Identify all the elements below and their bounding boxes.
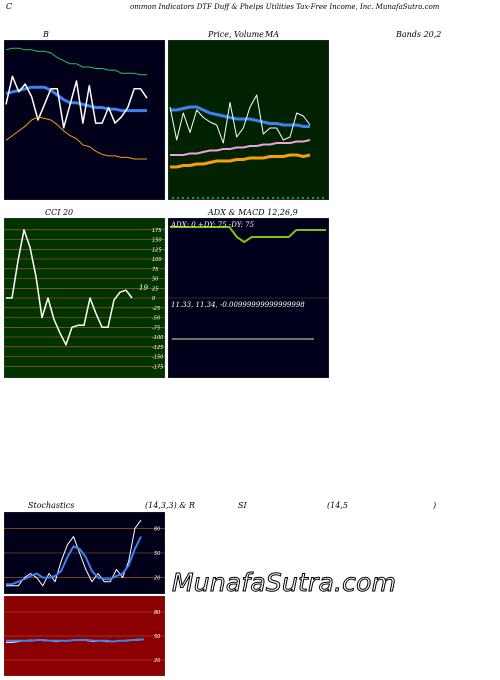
- stochastics-k-line: [6, 519, 142, 587]
- stoch-params-label: (14,3,3) & R: [145, 501, 195, 510]
- stoch-chart: 80 50 20: [4, 512, 165, 594]
- cci-tick-label: 100: [152, 257, 162, 263]
- price-ma-svg: [168, 40, 329, 200]
- adx-macd-label: ADX & MACD 12,26,9: [208, 208, 298, 217]
- bollinger-lower-line: [5, 116, 147, 160]
- cci-tick-label: 50: [152, 277, 158, 283]
- adx-bg: [168, 218, 329, 298]
- bollinger-svg: [4, 40, 165, 200]
- header-c: C: [6, 2, 13, 11]
- cci-chart: 175 150 125 100 75 50 25 0 -25 -50 -75 -100 -125 -150…: [4, 218, 165, 378]
- rsi-tick-label: 80: [154, 610, 160, 616]
- stoch-tick-label: 50: [154, 551, 160, 557]
- price-ma-chart: [168, 40, 329, 200]
- cci-tick-label: 150: [152, 238, 162, 244]
- price_volume_ma-ma_mid-line: [170, 139, 311, 156]
- rsi-params-label: (14,5: [327, 501, 348, 510]
- adx-svg: ADX: 0 +DY: 75 -DY: 75: [168, 218, 329, 298]
- cci-svg: 175 150 125 100 75 50 25 0 -25 -50 -75 -100 -125 -150…: [4, 218, 165, 378]
- bollinger-upper-line: [5, 47, 147, 76]
- stochastics-d-line: [6, 536, 142, 586]
- macd-readout: 11.33, 11.34, -0.00999999999999998: [171, 301, 305, 309]
- rsi-rsi_ma-line: [6, 638, 145, 643]
- cci-label: CCI 20: [45, 208, 74, 217]
- cci-tick-label: -75: [152, 325, 160, 331]
- stoch-label: Stochastics: [28, 501, 75, 510]
- cci-tick-label: -50: [152, 316, 160, 322]
- stoch-tick-label: 20: [154, 576, 160, 582]
- si-label: SI: [238, 501, 247, 510]
- bollinger-price-line: [5, 75, 148, 129]
- cci-tick-label: 75: [152, 267, 158, 273]
- bands-label: Bands 20,2: [396, 30, 442, 39]
- watermark: MunafaSutra.com: [171, 568, 397, 598]
- macd-bg: [168, 298, 329, 378]
- cci-tick-label: -150: [152, 355, 163, 361]
- adx-adx-line: [170, 226, 326, 243]
- cci-last-value: 19: [139, 284, 148, 292]
- rsi-tick-label: 20: [154, 658, 160, 664]
- adx-chart: ADX: 0 +DY: 75 -DY: 75: [168, 218, 329, 298]
- cci-tick-label: 125: [152, 247, 162, 253]
- price-label: Price,: [208, 30, 232, 39]
- cci-cci-line: [6, 229, 133, 346]
- adx-readout: ADX: 0 +DY: 75 -DY: 75: [170, 221, 255, 229]
- rsi-tick-label: 50: [154, 634, 160, 640]
- cci-tick-label: -100: [152, 335, 163, 341]
- macd-svg: 11.33, 11.34, -0.00999999999999998: [168, 298, 329, 378]
- bollinger-label: B: [43, 30, 49, 39]
- bollinger-bg: [4, 40, 165, 200]
- price_volume_ma-price-line: [169, 94, 311, 144]
- cci-tick-label: -175: [152, 364, 163, 370]
- cci-tick-label: -25: [152, 306, 160, 312]
- macd-chart: 11.33, 11.34, -0.00999999999999998: [168, 298, 329, 378]
- rsi-svg: 80 50 20: [4, 596, 165, 676]
- cci-tick-label: 175: [152, 228, 162, 234]
- cci-tick-label: 0: [152, 296, 155, 302]
- volume-label: Volume: [234, 30, 264, 39]
- close-paren-label: ): [433, 501, 437, 510]
- price_volume_ma-ma_short-line: [170, 105, 310, 128]
- price_volume_ma-ma_long-line: [170, 153, 311, 169]
- bollinger-chart: [4, 40, 165, 200]
- rsi-chart: 80 50 20: [4, 596, 165, 676]
- ma-label: MA: [265, 30, 279, 39]
- cci-tick-label: -125: [152, 345, 163, 351]
- stoch-tick-label: 80: [154, 526, 160, 532]
- stoch-svg: 80 50 20: [4, 512, 165, 594]
- cci-tick-label: 25: [152, 286, 158, 292]
- bollinger-middle-line: [5, 85, 147, 113]
- page-title: ommon Indicators DTF Duff & Phelps Utili…: [130, 3, 440, 11]
